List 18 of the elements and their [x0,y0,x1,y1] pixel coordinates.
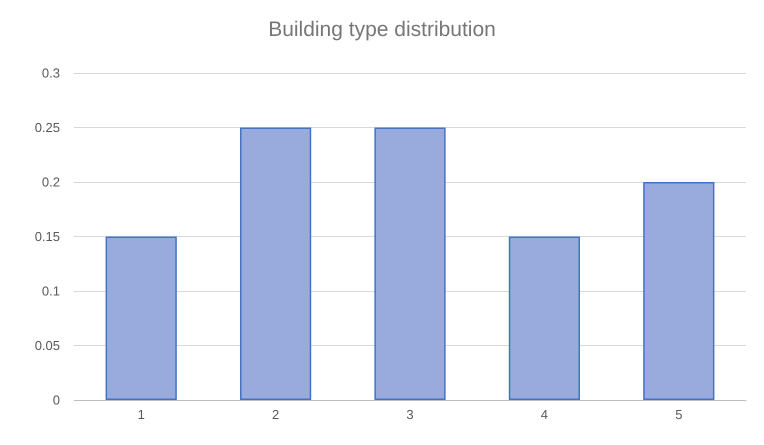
x-tick-label: 1 [138,407,145,422]
y-tick-label: 0.1 [42,284,60,298]
y-tick-label: 0.2 [42,174,60,190]
bar [374,128,446,400]
y-tick-label: 0.15 [34,229,60,244]
bar [643,182,714,400]
bar [240,128,312,400]
y-tick-label: 0 [52,392,60,408]
x-tick-label: 5 [675,407,682,422]
y-tick-label: 0.3 [42,66,60,80]
bar [508,236,580,400]
x-tick-label: 2 [272,407,280,422]
x-tick-label: 3 [406,407,414,422]
bar [106,236,177,400]
chart-title: Building type distribution [268,18,496,41]
y-tick-label: 0.25 [34,120,60,135]
y-tick-label: 0.05 [34,338,60,353]
x-tick-label: 4 [540,407,548,422]
